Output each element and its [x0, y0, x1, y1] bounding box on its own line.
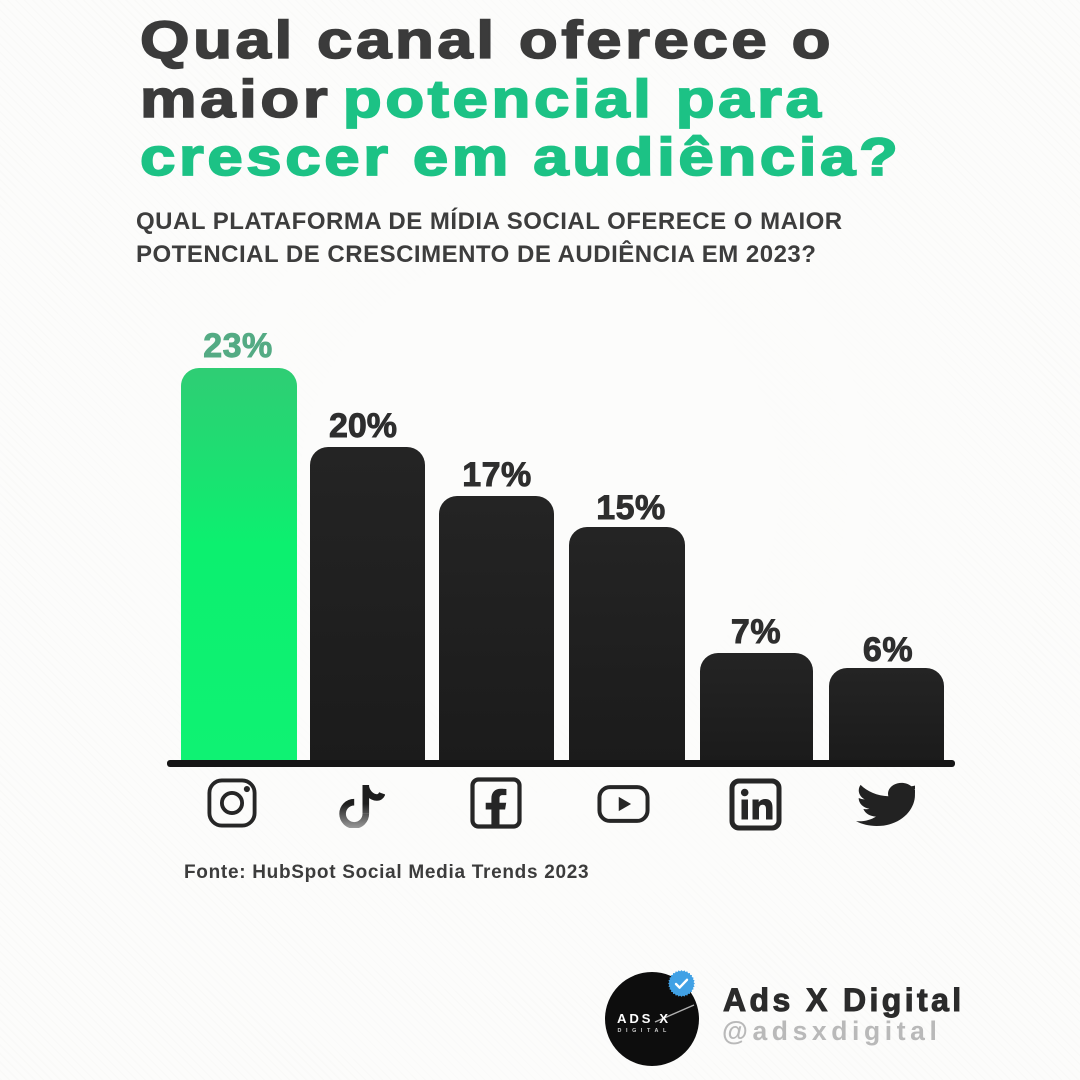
svg-text:DIGITAL: DIGITAL — [618, 1028, 671, 1034]
